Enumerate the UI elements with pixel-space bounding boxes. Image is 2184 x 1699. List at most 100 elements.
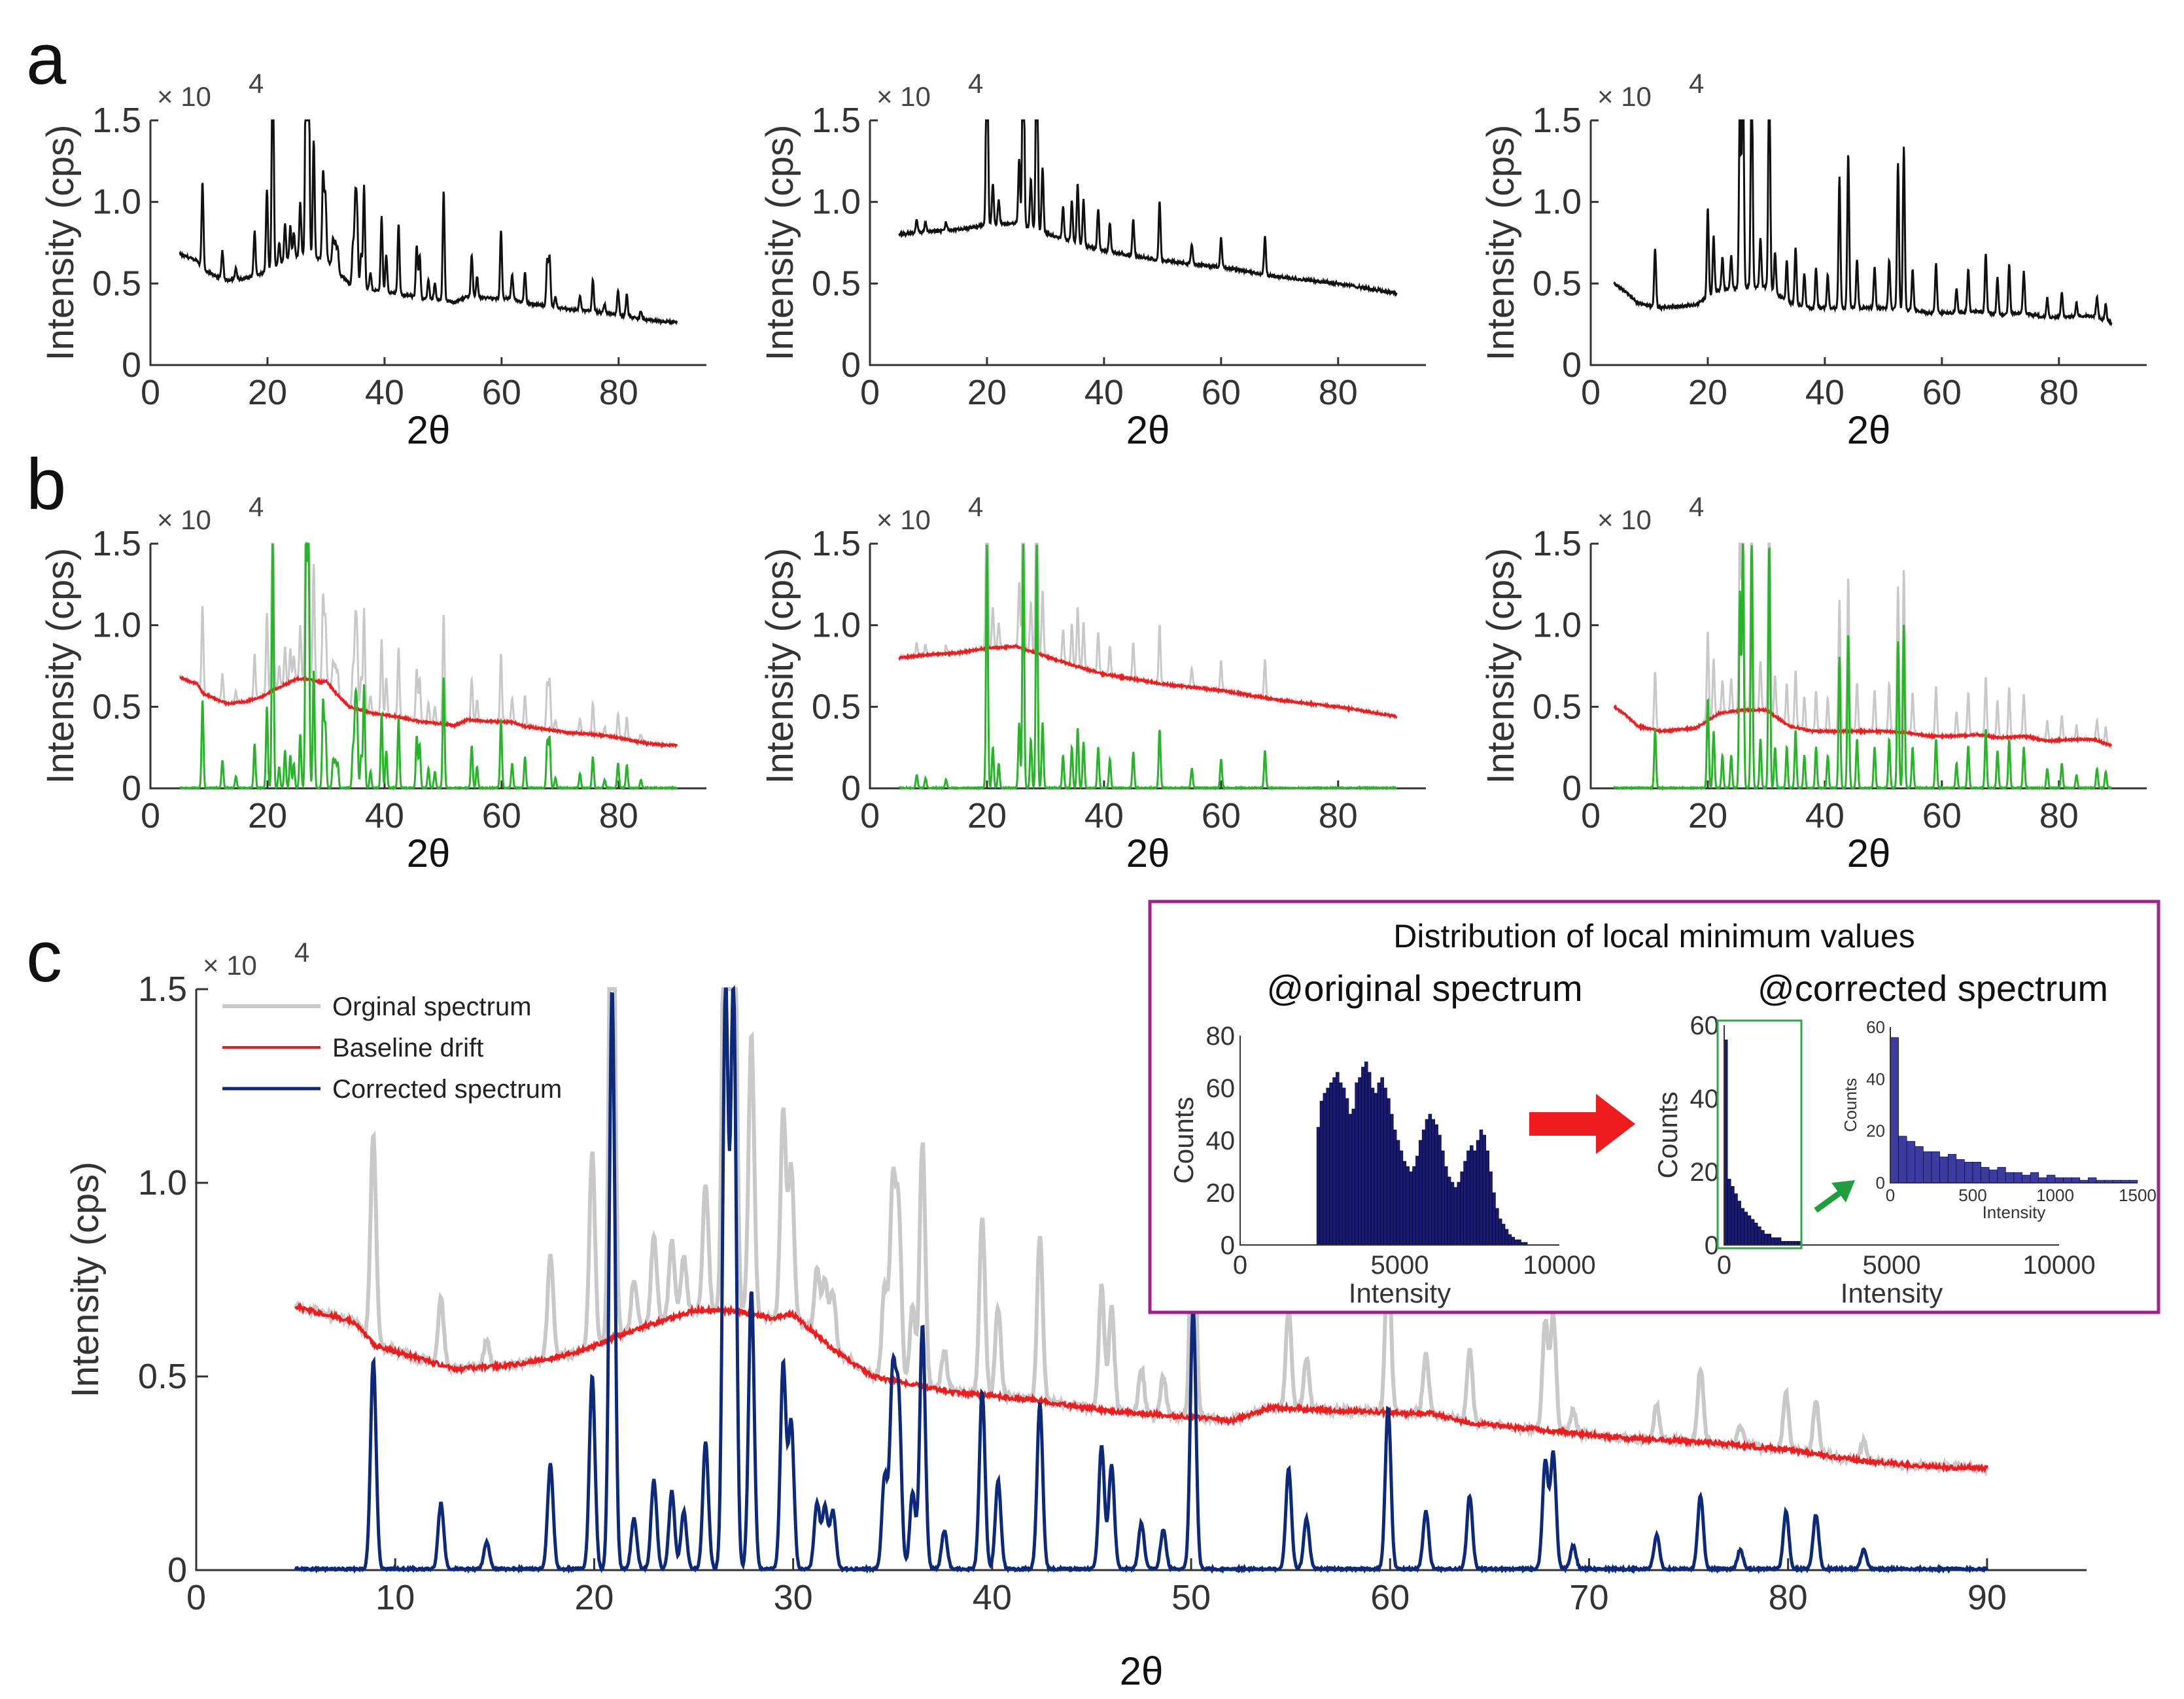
- hist-left-bar: [1387, 1098, 1391, 1246]
- hist-left-bar: [1329, 1082, 1333, 1246]
- plot-a1-exponent: × 10: [157, 81, 211, 112]
- hist-mini-bar: [1972, 1161, 1981, 1183]
- hist-right-bar: [1761, 1230, 1765, 1246]
- legend-label-baseline: Baseline drift: [332, 1034, 483, 1062]
- plot-c-ytick-label: 1.5: [138, 970, 187, 1009]
- hist-left-bar: [1406, 1166, 1410, 1246]
- hist-left-ytick-label: 60: [1206, 1074, 1236, 1103]
- hist-right-bar: [1747, 1215, 1752, 1246]
- plot-a2-axes: [869, 120, 1426, 366]
- plot-b2-xtick-label: 20: [967, 796, 1007, 835]
- plot-c-xtick-label: 60: [1370, 1578, 1410, 1617]
- plot-b2-xtick-label: 0: [860, 796, 880, 835]
- hist-right-bar: [1754, 1223, 1758, 1246]
- hist-left-axes: [1239, 1036, 1559, 1246]
- plot-c-ylabel: Intensity (cps): [64, 1162, 107, 1398]
- green-arrow-icon: [1814, 1180, 1855, 1213]
- plot-b3-axes: [1589, 544, 2147, 790]
- plot-a1-ytick-label: 1.5: [92, 101, 141, 140]
- hist-left-bar: [1444, 1166, 1448, 1246]
- hist-left-bar: [1412, 1166, 1416, 1246]
- hist-left-ytick-label: 20: [1206, 1179, 1236, 1208]
- plot-a2-xlabel: 2θ: [1126, 408, 1170, 452]
- hist-left-bar: [1470, 1145, 1474, 1246]
- plot-c-exponent: × 10: [203, 950, 257, 981]
- plot-a3-ytick-label: 1.0: [1533, 183, 1582, 222]
- plot-b2-xtick-label: 80: [1319, 796, 1358, 835]
- hist-left-bar: [1348, 1113, 1353, 1246]
- hist-left-ytick-label: 40: [1206, 1127, 1236, 1155]
- hist-left-xtick-label: 10000: [1523, 1251, 1595, 1280]
- hist-left-bar: [1338, 1082, 1343, 1246]
- inset-right-subtitle: @corrected spectrum: [1758, 968, 2108, 1009]
- plot-a3-exponent-power: 4: [1689, 68, 1704, 99]
- hist-left-xtick-label: 5000: [1371, 1251, 1429, 1280]
- inset-left-subtitle: @original spectrum: [1266, 968, 1582, 1009]
- plot-c-xlabel: 2θ: [1120, 1649, 1164, 1693]
- hist-original: 0 5000 10000 0 20 40 60 80 Intensity Counts: [1168, 1022, 1596, 1308]
- hist-left-bar: [1409, 1171, 1413, 1246]
- plot-a3-raw-line: [1613, 119, 2113, 327]
- hist-left-bar: [1485, 1150, 1489, 1246]
- plot-c-xtick-label: 90: [1967, 1578, 2007, 1617]
- legend: Orginal spectrum Baseline drift Correcte…: [222, 992, 562, 1104]
- hist-left-bar: [1466, 1150, 1470, 1246]
- plot-b3-ytick-label: 1.0: [1533, 606, 1582, 645]
- hist-right-bar: [1750, 1219, 1755, 1246]
- plot-b1-exponent-power: 4: [249, 491, 264, 522]
- hist-right-xlabel: Intensity: [1841, 1278, 1943, 1308]
- hist-left-ylabel: Counts: [1168, 1096, 1199, 1183]
- hist-right-bar: [1764, 1233, 1768, 1246]
- plot-a1-axes: [149, 120, 706, 366]
- plot-a3-ytick-label: 0: [1562, 345, 1582, 385]
- hist-left-bar: [1319, 1100, 1324, 1246]
- hist-left-bar: [1489, 1171, 1493, 1246]
- plot-b1-xtick-label: 20: [248, 796, 287, 835]
- hist-left-xtick-label: 0: [1233, 1251, 1247, 1280]
- plot-a2-ytick-label: 1.0: [812, 183, 861, 222]
- hist-right-ylabel: Counts: [1652, 1091, 1683, 1178]
- plot-a1-ytick-label: 1.0: [92, 183, 141, 222]
- plot-c-xtick-label: 40: [973, 1578, 1012, 1617]
- hist-right-ytick-label: 40: [1690, 1085, 1720, 1113]
- plot-b2-xlabel: 2θ: [1126, 832, 1170, 875]
- plot-c-exponent-power: 4: [294, 937, 309, 968]
- hist-mini-ytick-label: 40: [1866, 1069, 1885, 1089]
- hist-left-bar: [1370, 1087, 1375, 1246]
- plot-a3-ylabel: Intensity (cps): [1480, 125, 1522, 361]
- hist-left-bar: [1316, 1127, 1321, 1246]
- plot-b1-xtick-label: 0: [141, 796, 160, 835]
- hist-left-bar: [1495, 1208, 1499, 1246]
- panel-c-plot: 0 0.5 1.0 1.5 0 10 20 30 40 50 60 70 80 90 × 10 4 2θ Inte…: [64, 937, 2087, 1693]
- plot-c-ytick-label: 1.0: [138, 1163, 187, 1202]
- hist-mini-bar: [1997, 1166, 2006, 1183]
- plot-b1-xtick-label: 80: [599, 796, 638, 835]
- hist-right-bar: [1734, 1193, 1738, 1246]
- hist-right-bar: [1777, 1237, 1782, 1246]
- plot-a1-xlabel: 2θ: [407, 408, 451, 452]
- plot-b3-ytick-label: 0: [1562, 769, 1582, 808]
- plot-b3-exponent: × 10: [1597, 504, 1652, 535]
- hist-left-bar: [1463, 1161, 1467, 1246]
- hist-right-bar: [1727, 1178, 1731, 1246]
- plot-a3-axes: [1589, 120, 2147, 366]
- hist-right-xtick-label: 0: [1717, 1251, 1731, 1280]
- hist-left-bar: [1383, 1087, 1387, 1246]
- hist-left-bar: [1374, 1093, 1378, 1246]
- plot-b2-axes: [869, 544, 1426, 790]
- plot-a2-raw-line: [898, 119, 1398, 298]
- hist-right-bar: [1730, 1186, 1735, 1246]
- hist-mini-bar: [1915, 1146, 1924, 1183]
- hist-left-bar: [1358, 1077, 1362, 1246]
- plot-a3-xtick-label: 80: [2039, 373, 2079, 412]
- plot-b1-ytick-label: 0: [122, 769, 141, 808]
- hist-mini-bar: [2047, 1174, 2056, 1183]
- hist-mini-bar: [2071, 1177, 2081, 1183]
- plot-c-xtick-label: 20: [574, 1578, 614, 1617]
- plot-a2-ylabel: Intensity (cps): [759, 125, 801, 361]
- hist-left-bar: [1457, 1182, 1461, 1246]
- plot-b1-axes: [149, 544, 706, 790]
- plot-a2-exponent: × 10: [876, 81, 931, 112]
- hist-left-bar: [1425, 1119, 1429, 1246]
